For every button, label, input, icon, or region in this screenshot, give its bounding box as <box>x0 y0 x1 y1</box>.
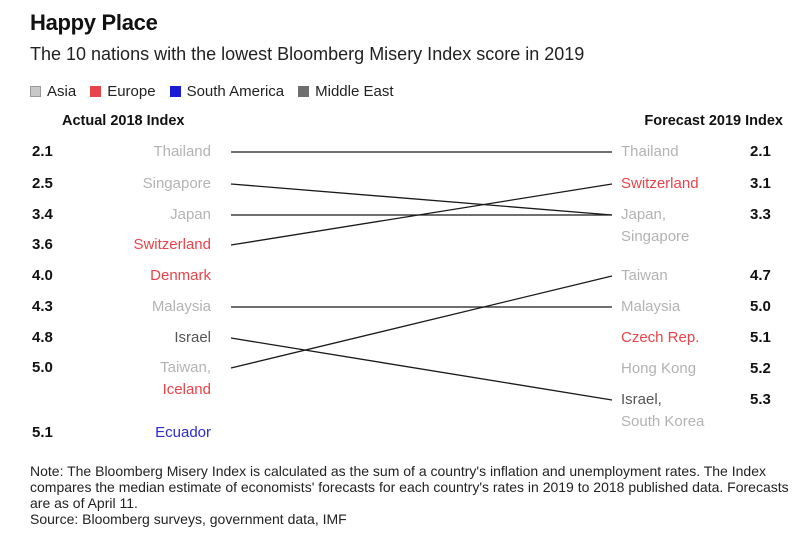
left-country-malaysia: Malaysia <box>152 298 212 315</box>
left-country-iceland: Iceland <box>163 381 211 398</box>
left-value-3-6-3: 3.6 <box>32 236 53 253</box>
left-country-singapore: Singapore <box>143 175 211 192</box>
right-country-south-korea: South Korea <box>621 413 705 430</box>
left-country-thailand: Thailand <box>153 143 211 160</box>
right-country-malaysia: Malaysia <box>621 298 681 315</box>
left-value-4-8-6: 4.8 <box>32 329 53 346</box>
chart-title: Happy Place <box>30 10 158 35</box>
right-country-czech-rep: Czech Rep. <box>621 329 699 346</box>
legend-label-south-america: South America <box>186 83 285 100</box>
legend-label-asia: Asia <box>47 83 77 100</box>
slope-line-israel <box>230 337 613 401</box>
right-value-5-0-4: 5.0 <box>750 298 771 315</box>
right-axis-label: Forecast 2019 Index <box>644 113 783 129</box>
left-axis-label: Actual 2018 Index <box>62 113 185 129</box>
right-value-4-7-3: 4.7 <box>750 267 771 284</box>
right-country-hong-kong: Hong Kong <box>621 360 696 377</box>
left-country-japan: Japan <box>170 206 211 223</box>
legend-swatch-south-america <box>169 86 181 97</box>
legend: Asia Europe South America Middle East <box>30 83 394 100</box>
slope-line-switzerland <box>230 183 613 246</box>
left-country-denmark: Denmark <box>150 267 211 284</box>
legend-swatch-middle-east <box>298 86 310 97</box>
right-value-5-2-6: 5.2 <box>750 360 771 377</box>
note-text: Note: The Bloomberg Misery Index is calc… <box>30 463 789 511</box>
right-value-5-3-7: 5.3 <box>750 391 771 408</box>
left-country-ecuador: Ecuador <box>155 424 211 441</box>
legend-item-middle-east: Middle East <box>298 83 394 100</box>
left-value-2-1-0: 2.1 <box>32 143 53 160</box>
legend-swatch-europe <box>90 86 102 97</box>
chart-subtitle: The 10 nations with the lowest Bloomberg… <box>30 44 585 64</box>
right-value-5-1-5: 5.1 <box>750 329 771 346</box>
right-value-2-1-0: 2.1 <box>750 143 771 160</box>
source-text: Source: Bloomberg surveys, government da… <box>30 511 347 527</box>
right-country-thailand: Thailand <box>621 143 679 160</box>
left-value-4-0-4: 4.0 <box>32 267 53 284</box>
left-country-switzerland: Switzerland <box>133 236 211 253</box>
legend-label-middle-east: Middle East <box>315 83 394 100</box>
left-value-2-5-1: 2.5 <box>32 175 53 192</box>
left-value-5-0-7: 5.0 <box>32 359 53 376</box>
slope-line-singapore <box>230 183 613 216</box>
right-value-3-1-1: 3.1 <box>750 175 771 192</box>
legend-swatch-asia <box>30 86 41 97</box>
right-value-3-3-2: 3.3 <box>750 206 771 223</box>
slope-line-taiwan <box>230 275 613 369</box>
legend-item-south-america: South America <box>169 83 285 100</box>
left-value-5-1-8: 5.1 <box>32 424 53 441</box>
right-country-israel: Israel, <box>621 391 662 408</box>
left-value-4-3-5: 4.3 <box>32 298 53 315</box>
right-country-japan: Japan, <box>621 206 666 223</box>
left-country-israel: Israel <box>174 329 211 346</box>
footnote: Note: The Bloomberg Misery Index is calc… <box>30 463 790 527</box>
right-country-switzerland: Switzerland <box>621 175 699 192</box>
legend-label-europe: Europe <box>107 83 156 100</box>
left-country-taiwan: Taiwan, <box>160 359 211 376</box>
legend-item-europe: Europe <box>90 83 156 100</box>
right-country-taiwan: Taiwan <box>621 267 668 284</box>
left-value-3-4-2: 3.4 <box>32 206 54 223</box>
legend-item-asia: Asia <box>30 83 76 100</box>
right-country-singapore: Singapore <box>621 228 689 245</box>
